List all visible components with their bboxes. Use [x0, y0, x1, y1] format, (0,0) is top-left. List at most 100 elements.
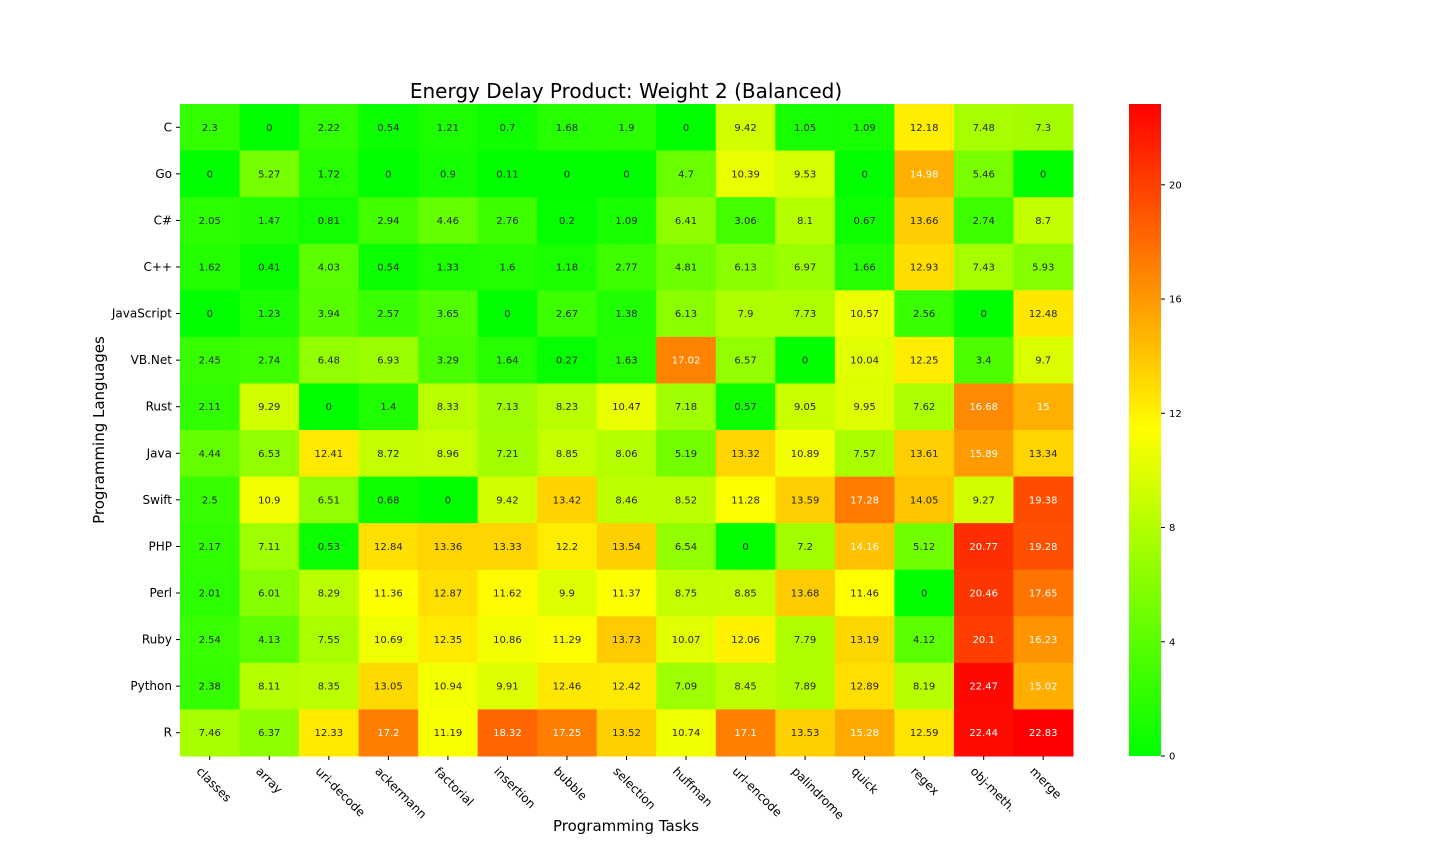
cell-value-label: 0 [623, 169, 629, 180]
heatmap-cell [477, 709, 538, 757]
heatmap-cell [537, 616, 598, 664]
x-tick-label: uri-decode [313, 764, 368, 819]
heatmap-cell [477, 662, 538, 710]
cell-value-label: 2.3 [202, 123, 218, 134]
heatmap-cell [894, 709, 955, 757]
cell-value-label: 1.33 [437, 263, 459, 274]
heatmap-cell [715, 523, 776, 571]
cell-value-label: 8.85 [556, 449, 578, 460]
heatmap-cell [418, 616, 479, 664]
cell-value-label: 1.6 [499, 263, 515, 274]
cell-value-label: 0 [266, 123, 272, 134]
heatmap-cell [358, 290, 419, 338]
heatmap-cell [656, 523, 717, 571]
cell-value-label: 0 [207, 309, 213, 320]
cell-value-label: 8.06 [615, 449, 637, 460]
cell-value-label: 2.5 [202, 495, 218, 506]
cell-value-label: 7.55 [318, 635, 340, 646]
cell-value-label: 17.65 [1029, 589, 1058, 600]
y-tick-label: Java [146, 446, 172, 460]
cell-value-label: 7.18 [675, 402, 697, 413]
cell-value-label: 1.68 [556, 123, 578, 134]
cell-value-label: 7.62 [913, 402, 935, 413]
cell-value-label: 11.28 [731, 495, 760, 506]
chart-title: Energy Delay Product: Weight 2 (Balanced… [410, 79, 842, 103]
cell-value-label: 0 [564, 169, 570, 180]
cell-value-label: 0.81 [318, 216, 340, 227]
cell-value-label: 0 [1040, 169, 1046, 180]
cell-value-label: 7.79 [794, 635, 816, 646]
heatmap-cell [596, 243, 657, 291]
heatmap-cell [656, 662, 717, 710]
cell-value-label: 5.19 [675, 449, 697, 460]
heatmap-cell [834, 709, 895, 757]
heatmap-cell [358, 430, 419, 478]
cell-value-label: 22.47 [969, 682, 998, 693]
cell-value-label: 2.11 [199, 402, 221, 413]
heatmap-cell [1013, 290, 1074, 338]
cell-value-label: 0.11 [496, 169, 518, 180]
heatmap-cell [715, 150, 776, 198]
heatmap-cell [1013, 383, 1074, 431]
heatmap-cell [1013, 430, 1074, 478]
y-axis-label: Programming Languages [90, 336, 108, 524]
x-tick-label: palindrome [789, 764, 847, 822]
heatmap-cell [656, 476, 717, 524]
heatmap-cell [239, 709, 300, 757]
cell-value-label: 13.19 [850, 635, 879, 646]
cell-value-label: 7.43 [973, 263, 995, 274]
cell-value-label: 10.89 [791, 449, 820, 460]
cell-value-label: 6.51 [318, 495, 340, 506]
heatmap-cell [1013, 569, 1074, 617]
cell-value-label: 7.57 [853, 449, 875, 460]
cell-value-label: 8.33 [437, 402, 459, 413]
cell-value-label: 6.13 [675, 309, 697, 320]
cell-value-label: 6.41 [675, 216, 697, 227]
cell-value-label: 8.23 [556, 402, 578, 413]
heatmap-cell [834, 243, 895, 291]
heatmap-cell [596, 336, 657, 384]
heatmap-cell [953, 709, 1014, 757]
cell-value-label: 15 [1037, 402, 1050, 413]
x-tick-label: insertion [491, 764, 538, 811]
cell-value-label: 16.68 [969, 402, 998, 413]
cell-value-label: 0.41 [258, 263, 280, 274]
cell-value-label: 10.86 [493, 635, 522, 646]
cell-value-label: 5.46 [973, 169, 995, 180]
cell-value-label: 6.01 [258, 589, 280, 600]
heatmap-cell [299, 616, 360, 664]
cell-value-label: 6.53 [258, 449, 280, 460]
heatmap-cell [239, 197, 300, 245]
colorbar-tick-label: 12 [1169, 409, 1182, 420]
y-tick-label: VB.Net [131, 353, 173, 367]
cell-value-label: 9.42 [496, 495, 518, 506]
heatmap-cell [537, 569, 598, 617]
heatmap-cell [418, 476, 479, 524]
heatmap-cell [418, 290, 479, 338]
heatmap-cell [358, 569, 419, 617]
cell-value-label: 13.36 [434, 542, 463, 553]
heatmap-cell [953, 243, 1014, 291]
cell-value-label: 9.53 [794, 169, 816, 180]
heatmap-cell [953, 197, 1014, 245]
cell-value-label: 8.11 [258, 682, 280, 693]
heatmap-cell [239, 150, 300, 198]
heatmap-cell [656, 290, 717, 338]
cell-value-label: 15.89 [969, 449, 998, 460]
cell-value-label: 17.28 [850, 495, 879, 506]
colorbar-ticks: 0 4 8 12 16 20 [1161, 180, 1182, 763]
cell-value-label: 11.46 [850, 589, 879, 600]
heatmap-cell [596, 616, 657, 664]
heatmap-cell [656, 336, 717, 384]
cell-value-label: 11.37 [612, 589, 641, 600]
heatmap-cell [596, 383, 657, 431]
cell-value-label: 7.89 [794, 682, 816, 693]
cell-value-label: 9.95 [853, 402, 875, 413]
heatmap-cell [715, 569, 776, 617]
cell-value-label: 13.61 [910, 449, 939, 460]
cell-value-label: 15.02 [1029, 682, 1058, 693]
cell-value-label: 13.32 [731, 449, 760, 460]
cell-value-label: 10.57 [850, 309, 879, 320]
cell-value-label: 13.53 [791, 728, 820, 739]
heatmap-cell [775, 383, 836, 431]
